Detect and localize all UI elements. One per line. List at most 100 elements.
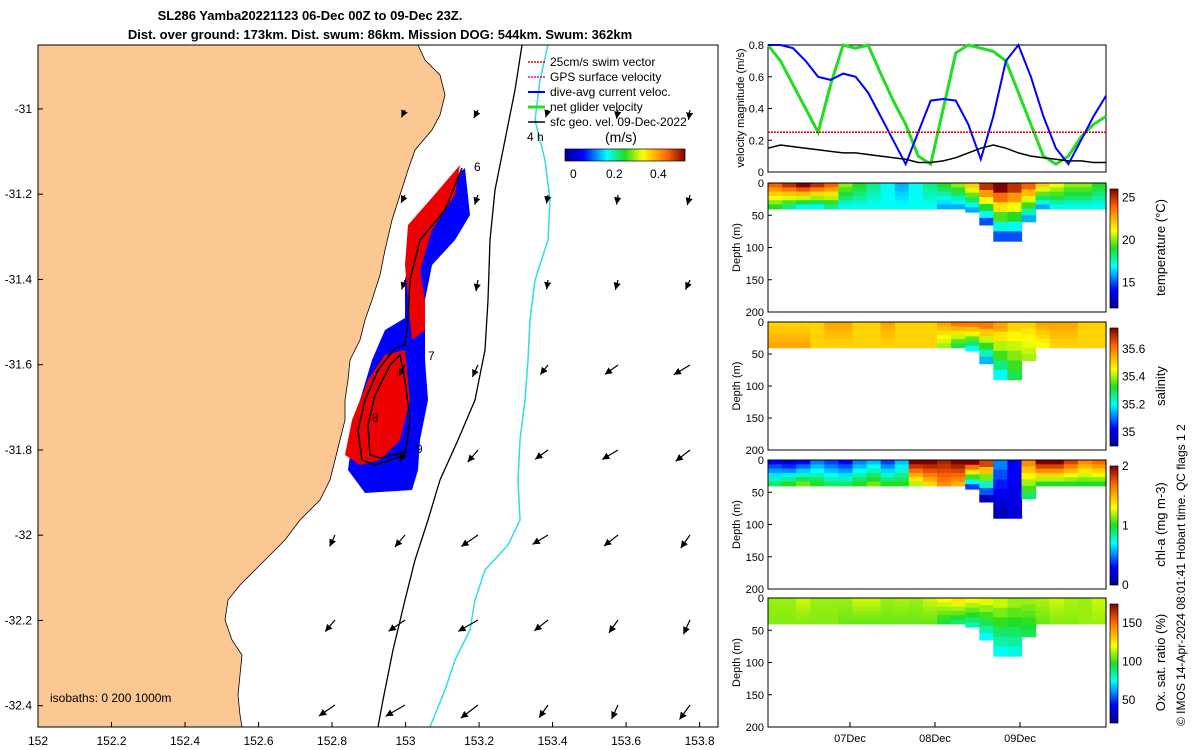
geostrophic-arrow bbox=[608, 619, 619, 634]
section-cell bbox=[880, 606, 896, 612]
section-cell bbox=[1091, 615, 1107, 621]
geostrophic-arrow bbox=[544, 194, 552, 204]
section-cell bbox=[880, 610, 896, 616]
section-cell bbox=[838, 200, 854, 206]
section-cell bbox=[1077, 183, 1093, 188]
section-cell bbox=[880, 602, 896, 608]
section-cell bbox=[979, 204, 994, 212]
section-cell bbox=[979, 494, 994, 503]
depth-tick-label: 50 bbox=[752, 487, 764, 499]
section-colorbar-label: salinity bbox=[1153, 366, 1168, 406]
section-cell bbox=[866, 602, 882, 608]
section-cell bbox=[1007, 350, 1023, 361]
glider-track bbox=[357, 167, 463, 466]
section-cell bbox=[1077, 472, 1093, 478]
legend-item-sfc-geo: sfc geo. vel. 09-Dec-2022 bbox=[528, 115, 687, 129]
section-cell bbox=[1091, 330, 1107, 336]
section-cell bbox=[852, 468, 868, 474]
section-cell bbox=[1049, 191, 1065, 197]
track-day-label: 6 bbox=[474, 160, 481, 174]
depth-tick-label: 150 bbox=[746, 552, 764, 564]
section-cell bbox=[1035, 610, 1051, 616]
section-cell bbox=[852, 339, 868, 344]
section-cell bbox=[1049, 477, 1065, 483]
section-cell bbox=[979, 349, 994, 358]
section-cell bbox=[937, 200, 952, 206]
section-cell bbox=[1077, 334, 1093, 340]
legend-item-swim-vector: 25cm/s swim vector bbox=[528, 55, 655, 69]
geostrophic-arrow bbox=[398, 364, 406, 377]
section-cell bbox=[1063, 326, 1079, 332]
section-cell bbox=[951, 191, 966, 197]
section-cell bbox=[1063, 468, 1079, 474]
section-cell bbox=[1021, 208, 1037, 216]
section-cell bbox=[1063, 481, 1079, 487]
section-cell bbox=[810, 322, 825, 327]
section-cell bbox=[824, 195, 839, 201]
section-cell bbox=[768, 602, 783, 608]
section-colorbar-tick: 35.4 bbox=[1122, 370, 1146, 384]
section-cell bbox=[1007, 607, 1023, 618]
section-cell bbox=[951, 334, 966, 340]
map-x-tick-label: 152.4 bbox=[170, 734, 200, 748]
geostrophic-arrow bbox=[473, 194, 481, 205]
section-cell bbox=[894, 619, 910, 625]
section-cell bbox=[1077, 602, 1093, 608]
section-cell bbox=[965, 331, 980, 337]
section-cell bbox=[1007, 202, 1023, 213]
section-cell bbox=[810, 195, 825, 201]
geostrophic-arrow bbox=[318, 704, 336, 717]
section-cell bbox=[922, 477, 938, 483]
section-cell bbox=[796, 606, 811, 612]
section-cell bbox=[866, 330, 882, 336]
section-cell bbox=[965, 336, 980, 342]
section-cell bbox=[782, 191, 797, 197]
section-cell bbox=[1091, 191, 1107, 197]
section-cell bbox=[768, 460, 783, 465]
geostrophic-arrow bbox=[603, 534, 619, 547]
section-cell bbox=[782, 468, 797, 474]
section-cell bbox=[866, 195, 882, 201]
geostrophic-arrow bbox=[685, 194, 693, 206]
section-cell bbox=[937, 187, 952, 193]
geostrophic-arrow bbox=[457, 619, 479, 632]
section-cell bbox=[852, 204, 868, 210]
section-cell bbox=[965, 479, 980, 485]
section-cell bbox=[1091, 334, 1107, 340]
geostrophic-arrow bbox=[467, 449, 479, 463]
section-cell bbox=[922, 195, 938, 201]
map-colorbar-tick: 0.2 bbox=[606, 167, 623, 181]
section-cell bbox=[866, 481, 882, 487]
section-cell bbox=[768, 200, 783, 206]
section-cell bbox=[1021, 604, 1037, 612]
section-cell bbox=[1049, 330, 1065, 336]
section-cell bbox=[824, 183, 839, 188]
section-cell bbox=[937, 326, 952, 332]
section-cell bbox=[768, 615, 783, 621]
track-day-label: 9 bbox=[416, 442, 423, 456]
section-cell bbox=[796, 468, 811, 474]
section-cell bbox=[768, 477, 783, 483]
geostrophic-arrow bbox=[604, 364, 619, 375]
section-cell bbox=[922, 191, 938, 197]
section-cell bbox=[838, 330, 854, 336]
section-cell bbox=[852, 615, 868, 621]
depth-tick-label: 200 bbox=[746, 445, 764, 457]
section-cell bbox=[979, 210, 994, 219]
section-cell bbox=[979, 356, 994, 365]
figure-title-line2: Dist. over ground: 173km. Dist. swum: 86… bbox=[127, 27, 633, 42]
isobath-1000m bbox=[429, 45, 551, 727]
section-cell bbox=[768, 334, 783, 340]
section-cell bbox=[838, 195, 854, 201]
section-cell bbox=[1063, 191, 1079, 197]
section-cell bbox=[951, 468, 966, 474]
section-cell bbox=[894, 334, 910, 340]
section-cell bbox=[866, 200, 882, 206]
section-cell bbox=[1021, 347, 1037, 355]
velocity-plot-area bbox=[767, 44, 1107, 173]
section-cell bbox=[796, 481, 811, 487]
section-cell bbox=[1091, 598, 1107, 603]
section-cell bbox=[1077, 610, 1093, 616]
section-cell bbox=[838, 598, 854, 603]
map-x-tick-label: 153.2 bbox=[464, 734, 494, 748]
